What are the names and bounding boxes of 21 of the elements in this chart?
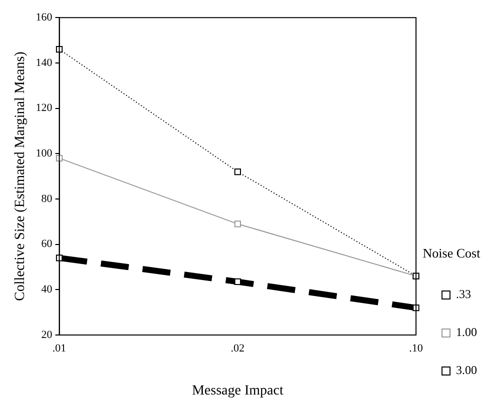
y-tick-label: 160 [36,11,53,24]
y-tick-label: 140 [36,56,53,69]
y-axis-title: Collective Size (Estimated Marginal Means) [13,51,28,301]
x-tick-label: .01 [52,342,66,354]
legend-label: .33 [456,287,471,302]
point [234,278,241,286]
y-tick-label: 80 [41,192,53,205]
legend-title: Noise Cost [422,245,481,260]
y-tick-label: 20 [41,328,53,341]
y-tick-label: 100 [36,148,53,160]
x-tick-label: .02 [230,342,245,354]
x-tick-label: .10 [409,342,424,354]
y-tick-label: 60 [41,238,53,250]
point [412,304,420,312]
y-tick-label: 120 [36,102,53,114]
legend-label: 3.00 [456,363,477,378]
y-tick-label: 40 [41,284,53,296]
point [234,168,241,176]
x-axis-title: Message Impact [192,383,284,398]
legend-label: 1.00 [456,325,477,340]
point [234,220,241,228]
